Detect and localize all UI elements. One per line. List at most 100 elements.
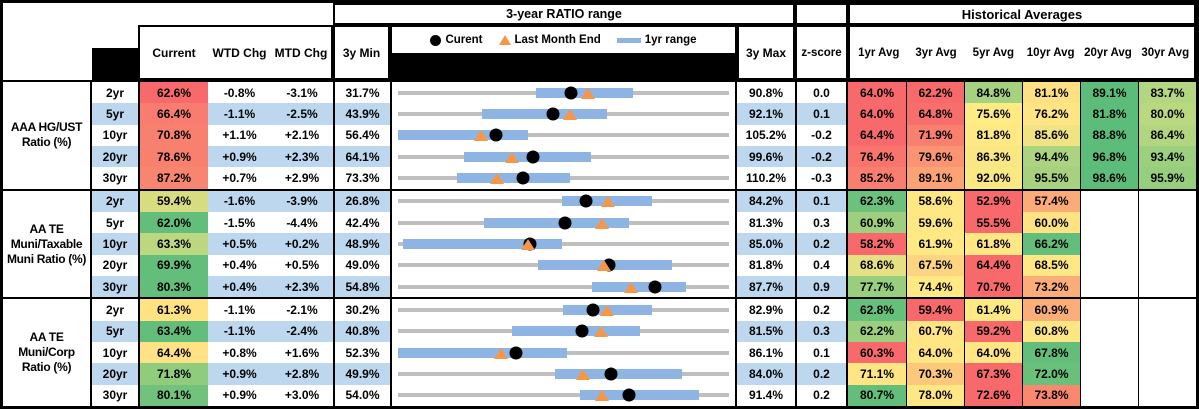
1yr-range-bar bbox=[580, 390, 699, 401]
avg-column-headers: 1yr Avg 3yr Avg 5yr Avg 10yr Avg 20yr Av… bbox=[848, 25, 1196, 80]
current-cell: 64.4% bbox=[138, 342, 208, 364]
last-month-triangle bbox=[489, 172, 504, 184]
3y-min-cell: 49.9% bbox=[333, 363, 390, 385]
range-chart-track-area bbox=[398, 276, 729, 297]
range-chart-cell bbox=[390, 167, 737, 189]
avg-cell: 64.0% bbox=[848, 103, 906, 125]
value-column-headers: Current WTD Chg MTD Chg bbox=[138, 25, 333, 80]
avg-cell: 94.4% bbox=[1022, 145, 1080, 168]
1yr-range-bar bbox=[483, 217, 629, 228]
avg-cell: 89.1% bbox=[1080, 82, 1138, 104]
last-month-triangle bbox=[595, 390, 610, 402]
avg-cell: 52.9% bbox=[964, 190, 1022, 212]
avg-cell: 86.3% bbox=[964, 145, 1022, 168]
current-dot bbox=[509, 346, 523, 360]
mtd-chg-cell: -3.9% bbox=[271, 190, 333, 212]
range-chart-track-area bbox=[398, 167, 729, 188]
avg-cell: 58.6% bbox=[906, 190, 964, 212]
current-dot bbox=[489, 128, 503, 142]
table-row: 2yr 59.4% -1.6% -3.9% 26.8% 84.2% 0.1 62.3% 58.6… bbox=[92, 190, 1196, 212]
avg-cell: 66.2% bbox=[1022, 233, 1080, 255]
last-month-triangle bbox=[521, 238, 536, 250]
avg-cell bbox=[1138, 275, 1196, 298]
z-score-cell: -0.2 bbox=[795, 145, 848, 168]
3y-range-track bbox=[398, 393, 729, 398]
wtd-chg-cell: -1.6% bbox=[208, 190, 271, 212]
avg-cell: 72.0% bbox=[1022, 363, 1080, 385]
ratio-group: AA TE Muni/Corp Ratio (%) 2yr 61.3% -1.1% -2… bbox=[3, 297, 1196, 406]
avg-column-header-3yr: 3yr Avg bbox=[915, 46, 957, 59]
wtd-chg-cell: +0.8% bbox=[208, 342, 271, 364]
3y-min-header-text: 3y Min bbox=[342, 45, 381, 60]
table-row: 10yr 63.3% +0.5% +0.2% 48.9% 85.0% 0.2 58.2% 61.… bbox=[92, 233, 1196, 255]
3y-min-cell: 31.7% bbox=[333, 82, 390, 104]
3y-max-column-header: 3y Max bbox=[737, 25, 795, 80]
last-month-triangle bbox=[576, 368, 591, 380]
wtd-chg-cell: -1.1% bbox=[208, 103, 271, 125]
range-chart-cell bbox=[390, 212, 737, 234]
legend-range: 1yr range bbox=[616, 34, 697, 46]
avg-cell bbox=[1138, 363, 1196, 385]
range-chart-cell bbox=[390, 124, 737, 146]
z-score-cell: 0.4 bbox=[795, 254, 848, 276]
z-score-cell: 0.2 bbox=[795, 384, 848, 406]
range-chart-cell bbox=[390, 320, 737, 342]
table-row: 5yr 66.4% -1.1% -2.5% 43.9% 92.1% 0.1 64.0% 64.8… bbox=[92, 103, 1196, 125]
avg-cell bbox=[1138, 212, 1196, 234]
avg-cell bbox=[1138, 384, 1196, 406]
maturity-cell: 30yr bbox=[92, 167, 138, 189]
mtd-chg-cell: -4.4% bbox=[271, 212, 333, 234]
1yr-range-bar bbox=[398, 130, 528, 141]
maturity-header-black-cell bbox=[92, 48, 138, 80]
maturity-cell: 2yr bbox=[92, 190, 138, 212]
avg-cell: 85.6% bbox=[1022, 124, 1080, 146]
wtd-chg-cell: +0.4% bbox=[208, 254, 271, 276]
current-cell: 63.3% bbox=[138, 233, 208, 255]
current-cell: 66.4% bbox=[138, 103, 208, 125]
3y-max-cell: 91.4% bbox=[737, 384, 795, 406]
table-row: 30yr 80.3% +0.4% +2.3% 54.8% 87.7% 0.9 77.7% 74.… bbox=[92, 275, 1196, 298]
mtd-chg-cell: -2.5% bbox=[271, 103, 333, 125]
current-dot-icon bbox=[430, 34, 442, 46]
avg-cell: 60.0% bbox=[1022, 212, 1080, 234]
range-chart-track-area bbox=[398, 385, 729, 406]
z-score-cell: 0.2 bbox=[795, 299, 848, 321]
range-chart-cell bbox=[390, 190, 737, 212]
3y-min-cell: 56.4% bbox=[333, 124, 390, 146]
3y-max-header-text: 3y Max bbox=[745, 45, 787, 60]
wtd-chg-cell: +0.5% bbox=[208, 233, 271, 255]
3y-min-cell: 73.3% bbox=[333, 167, 390, 189]
avg-cell: 64.4% bbox=[964, 254, 1022, 276]
z-score-cell: 0.9 bbox=[795, 275, 848, 298]
range-chart-cell bbox=[390, 82, 737, 104]
table-row: 20yr 71.8% +0.9% +2.8% 49.9% 84.0% 0.2 71.1% 70.… bbox=[92, 363, 1196, 385]
current-cell: 63.4% bbox=[138, 320, 208, 342]
avg-cell bbox=[1080, 254, 1138, 276]
avg-cell: 81.8% bbox=[964, 124, 1022, 146]
avg-cell: 61.4% bbox=[964, 299, 1022, 321]
range-chart-track-area bbox=[398, 146, 729, 167]
1yr-range-bar bbox=[482, 108, 608, 119]
z-score-cell: 0.3 bbox=[795, 320, 848, 342]
avg-cell: 64.0% bbox=[964, 342, 1022, 364]
3y-max-cell: 86.1% bbox=[737, 342, 795, 364]
last-month-triangle bbox=[595, 217, 610, 229]
current-dot bbox=[579, 194, 593, 208]
range-chart-track-area bbox=[398, 103, 729, 124]
range-chart-track-area bbox=[398, 82, 729, 103]
avg-cell: 60.7% bbox=[906, 320, 964, 342]
avg-cell: 68.5% bbox=[1022, 254, 1080, 276]
avg-cell: 64.0% bbox=[906, 342, 964, 364]
avg-cell: 59.2% bbox=[964, 320, 1022, 342]
z-score-cell: 0.1 bbox=[795, 103, 848, 125]
ratio-group: AAA HG/UST Ratio (%) 2yr 62.6% -0.8% -3.1% 31… bbox=[3, 82, 1196, 189]
3y-max-cell: 81.8% bbox=[737, 254, 795, 276]
avg-cell: 64.8% bbox=[906, 103, 964, 125]
ratio-group: AA TE Muni/Taxable Muni Ratio (%) 2yr 59.4… bbox=[3, 188, 1196, 298]
mtd-chg-cell: +1.6% bbox=[271, 342, 333, 364]
avg-cell: 74.4% bbox=[906, 275, 964, 298]
avg-column-header-1yr: 1yr Avg bbox=[858, 46, 900, 59]
avg-cell: 80.0% bbox=[1138, 103, 1196, 125]
avg-cell: 62.2% bbox=[848, 320, 906, 342]
last-month-triangle bbox=[493, 347, 508, 359]
